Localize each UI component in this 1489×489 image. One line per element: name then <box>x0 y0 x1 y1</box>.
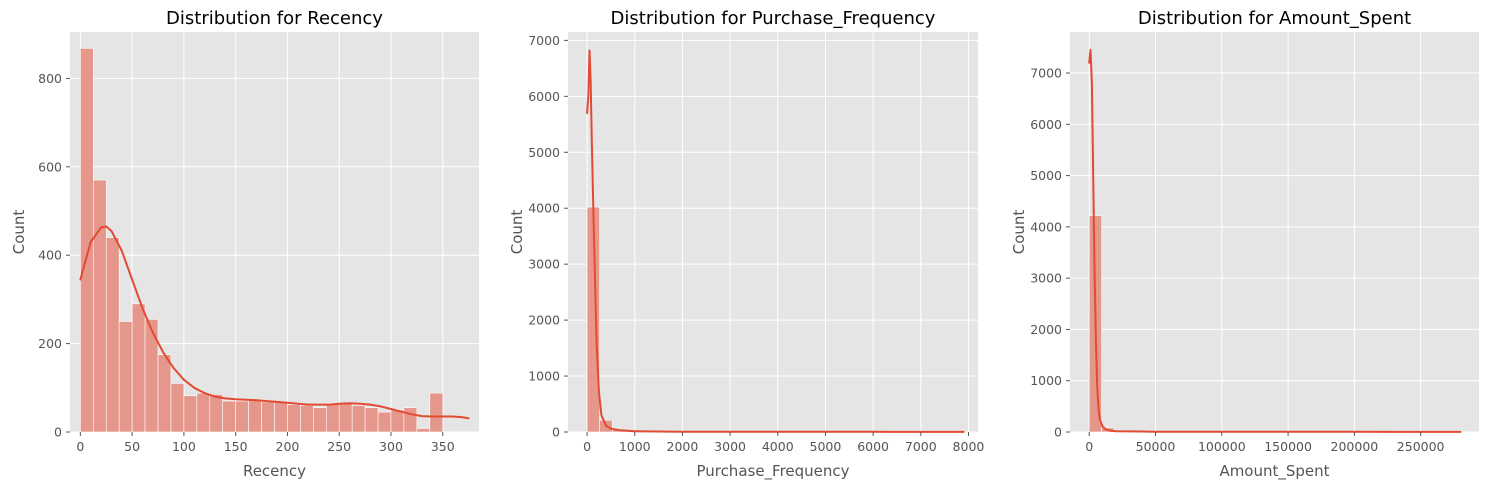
x-tick-label: 100000 <box>1198 439 1246 454</box>
histogram-bar <box>364 407 379 433</box>
y-axis-label: Count <box>10 210 28 255</box>
y-tick-label: 6000 <box>1030 117 1062 132</box>
y-tick-label: 5000 <box>528 145 560 160</box>
x-tick-label: 350 <box>431 439 455 454</box>
x-tick-label: 100 <box>172 439 196 454</box>
x-tick-label: 0 <box>583 439 591 454</box>
histogram-recency: 0 50 100 150 200 250 300 350 0 200 400 600 800 Distri… <box>10 8 479 480</box>
x-axis-label: Amount_Spent <box>1219 462 1329 481</box>
histogram-bar <box>351 405 366 433</box>
histogram-bar <box>196 392 211 433</box>
histogram-bar <box>118 321 133 433</box>
histogram-bar <box>300 405 314 433</box>
y-tick-label: 3000 <box>528 257 560 272</box>
y-tick-label: 7000 <box>528 33 560 48</box>
y-tick-label: 4000 <box>528 201 560 216</box>
x-tick-label: 2000 <box>667 439 699 454</box>
histogram-bar <box>235 400 249 433</box>
histogram-bar <box>325 402 340 433</box>
histogram-bar <box>416 428 431 433</box>
histogram-bar <box>377 411 392 433</box>
x-tick-label: 7000 <box>905 439 937 454</box>
histogram-bar <box>338 402 353 433</box>
plot-background <box>568 32 978 432</box>
kde-line <box>79 225 470 420</box>
y-tick-label: 0 <box>54 425 62 440</box>
histogram-bar <box>209 394 224 433</box>
x-tick-label: 1000 <box>619 439 651 454</box>
x-tick-label: 0 <box>1085 439 1093 454</box>
x-tick-label: 3000 <box>714 439 746 454</box>
y-tick-label: 200 <box>38 336 62 351</box>
histogram-amount-spent: 0 50000 100000 150000 200000 250000 0 1000 2000 3… <box>1010 8 1479 481</box>
y-tick-label: 800 <box>38 71 62 86</box>
y-tick-label: 7000 <box>1030 66 1062 81</box>
histogram-bar <box>313 407 327 433</box>
y-tick-label: 1000 <box>1030 373 1062 388</box>
y-axis-label: Count <box>1010 210 1028 255</box>
histogram-bar <box>287 404 301 433</box>
histogram-bar <box>248 399 262 433</box>
x-tick-label: 8000 <box>953 439 985 454</box>
x-tick-label: 5000 <box>810 439 842 454</box>
x-tick-label: 0 <box>76 439 84 454</box>
histogram-bar <box>222 400 236 433</box>
plot-background <box>1070 32 1479 432</box>
x-axis-label: Recency <box>243 462 306 480</box>
histogram-bar <box>170 383 185 433</box>
histogram-bar <box>131 303 146 433</box>
x-tick-label: 200000 <box>1331 439 1379 454</box>
histogram-bar <box>157 354 172 433</box>
histogram-bar <box>403 407 418 433</box>
histogram-bar <box>105 237 120 433</box>
x-tick-label: 150 <box>224 439 248 454</box>
y-tick-label: 6000 <box>528 89 560 104</box>
histogram-bar <box>274 401 288 433</box>
y-tick-label: 4000 <box>1030 219 1062 234</box>
x-tick-label: 6000 <box>857 439 889 454</box>
y-tick-label: 2000 <box>1030 322 1062 337</box>
histogram-bar <box>429 392 444 433</box>
y-tick-label: 5000 <box>1030 168 1062 183</box>
kde-line <box>1088 48 1462 433</box>
histogram-bar <box>261 401 275 433</box>
x-tick-label: 150000 <box>1264 439 1312 454</box>
x-tick-label: 200 <box>276 439 300 454</box>
y-axis-label: Count <box>508 210 526 255</box>
y-tick-label: 600 <box>38 159 62 174</box>
histogram-bar <box>144 318 159 433</box>
y-tick-label: 3000 <box>1030 271 1062 286</box>
chart-title: Distribution for Purchase_Frequency <box>611 8 936 29</box>
x-tick-label: 4000 <box>762 439 794 454</box>
x-tick-label: 50000 <box>1136 439 1176 454</box>
x-tick-label: 300 <box>379 439 403 454</box>
y-tick-label: 1000 <box>528 369 560 384</box>
kde-line <box>586 49 965 433</box>
y-tick-label: 2000 <box>528 313 560 328</box>
x-tick-label: 250 <box>327 439 351 454</box>
histogram-purchase-frequency: 0 1000 2000 3000 4000 5000 6000 7000 8000 0 1000 20… <box>508 8 984 481</box>
histogram-bar <box>183 395 198 433</box>
y-tick-label: 400 <box>38 248 62 263</box>
y-tick-label: 0 <box>552 425 560 440</box>
x-axis-label: Purchase_Frequency <box>696 462 849 481</box>
y-tick-label: 0 <box>1054 425 1062 440</box>
histogram-bar <box>92 179 107 433</box>
chart-title: Distribution for Amount_Spent <box>1138 8 1411 29</box>
x-tick-label: 250000 <box>1397 439 1445 454</box>
chart-title: Distribution for Recency <box>166 8 383 29</box>
histogram-bar <box>390 409 405 433</box>
x-tick-label: 50 <box>124 439 140 454</box>
